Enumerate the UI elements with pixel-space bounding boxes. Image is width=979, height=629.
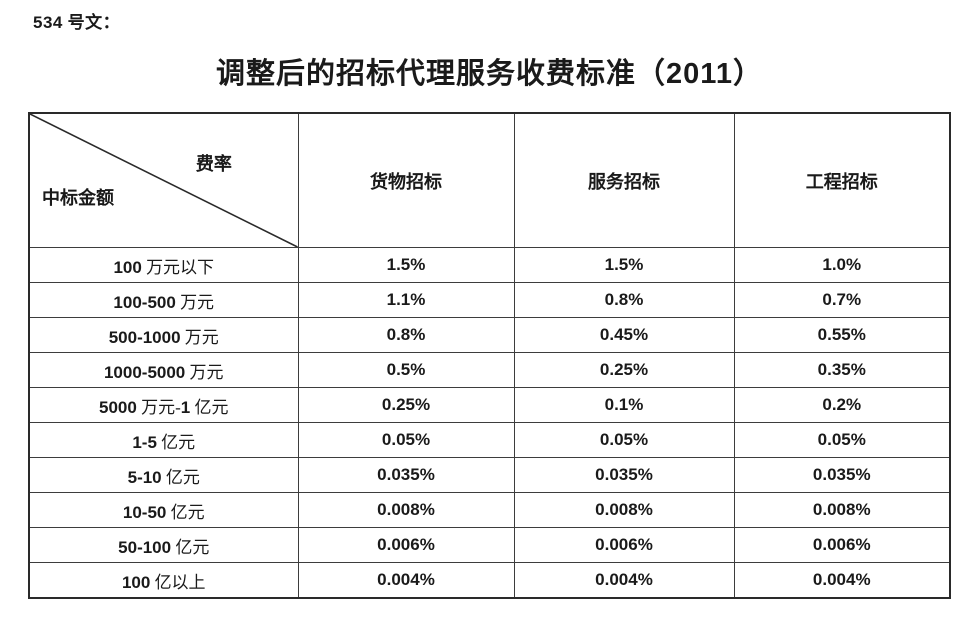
rate-cell: 0.05%	[297, 422, 515, 458]
rate-cell: 0.035%	[513, 457, 735, 493]
table-row: 1-5 亿元 0.05% 0.05% 0.05%	[28, 422, 951, 458]
rate-cell: 0.006%	[513, 527, 735, 563]
rate-cell: 1.1%	[297, 282, 515, 318]
rate-cell: 0.004%	[297, 562, 515, 599]
table-row: 50-100 亿元 0.006% 0.006% 0.006%	[28, 527, 951, 563]
table-row: 100 万元以下 1.5% 1.5% 1.0%	[28, 247, 951, 283]
rate-cell: 0.006%	[733, 527, 951, 563]
column-header-goods: 货物招标	[297, 112, 515, 248]
rate-cell: 0.8%	[297, 317, 515, 353]
row-label-cell: 100 亿以上	[28, 562, 299, 599]
row-label-cell: 1000-5000 万元	[28, 352, 299, 388]
document-number-label: 534 号文：	[33, 13, 121, 32]
column-header-engineering: 工程招标	[733, 112, 951, 248]
rate-cell: 0.25%	[297, 387, 515, 423]
rate-cell: 0.1%	[513, 387, 735, 423]
page-title: 调整后的招标代理服务收费标准（2011）	[216, 58, 763, 90]
diagonal-divider-line	[30, 114, 298, 247]
rate-cell: 0.008%	[297, 492, 515, 528]
rate-cell: 1.0%	[733, 247, 951, 283]
rate-cell: 0.008%	[733, 492, 951, 528]
rate-cell: 0.008%	[513, 492, 735, 528]
rate-cell: 0.004%	[733, 562, 951, 599]
rate-cell: 1.5%	[297, 247, 515, 283]
row-label-cell: 100 万元以下	[28, 247, 299, 283]
column-header-services: 服务招标	[513, 112, 735, 248]
table-row: 500-1000 万元 0.8% 0.45% 0.55%	[28, 317, 951, 353]
rate-cell: 0.25%	[513, 352, 735, 388]
table-row: 100 亿以上 0.004% 0.004% 0.004%	[28, 562, 951, 599]
rate-cell: 1.5%	[513, 247, 735, 283]
table-row: 10-50 亿元 0.008% 0.008% 0.008%	[28, 492, 951, 528]
row-label-cell: 5-10 亿元	[28, 457, 299, 493]
rate-cell: 0.006%	[297, 527, 515, 563]
row-label-cell: 50-100 亿元	[28, 527, 299, 563]
row-label-cell: 1-5 亿元	[28, 422, 299, 458]
rate-cell: 0.2%	[733, 387, 951, 423]
row-label-cell: 10-50 亿元	[28, 492, 299, 528]
rate-cell: 0.45%	[513, 317, 735, 353]
rate-cell: 0.004%	[513, 562, 735, 599]
rate-cell: 0.55%	[733, 317, 951, 353]
table-row: 100-500 万元 1.1% 0.8% 0.7%	[28, 282, 951, 318]
row-label-cell: 500-1000 万元	[28, 317, 299, 353]
rate-cell: 0.35%	[733, 352, 951, 388]
rate-cell: 0.05%	[733, 422, 951, 458]
rate-cell: 0.035%	[297, 457, 515, 493]
rate-cell: 0.8%	[513, 282, 735, 318]
table-header-row: 费率 中标金额 货物招标 服务招标 工程招标	[28, 112, 951, 248]
corner-label-rate: 费率	[195, 153, 232, 174]
rate-cell: 0.035%	[733, 457, 951, 493]
rate-cell: 0.5%	[297, 352, 515, 388]
row-label-cell: 100-500 万元	[28, 282, 299, 318]
rate-cell: 0.05%	[513, 422, 735, 458]
corner-label-bid-amount: 中标金额	[42, 188, 114, 209]
rate-cell: 0.7%	[733, 282, 951, 318]
table-row: 5-10 亿元 0.035% 0.035% 0.035%	[28, 457, 951, 493]
table-row: 1000-5000 万元 0.5% 0.25% 0.35%	[28, 352, 951, 388]
row-label-cell: 5000 万元-1 亿元	[28, 387, 299, 423]
corner-header-cell: 费率 中标金额	[28, 112, 299, 248]
fee-schedule-table: 费率 中标金额 货物招标 服务招标 工程招标 100 万元以下 1.5% 1.5…	[28, 112, 951, 599]
table-row: 5000 万元-1 亿元 0.25% 0.1% 0.2%	[28, 387, 951, 423]
